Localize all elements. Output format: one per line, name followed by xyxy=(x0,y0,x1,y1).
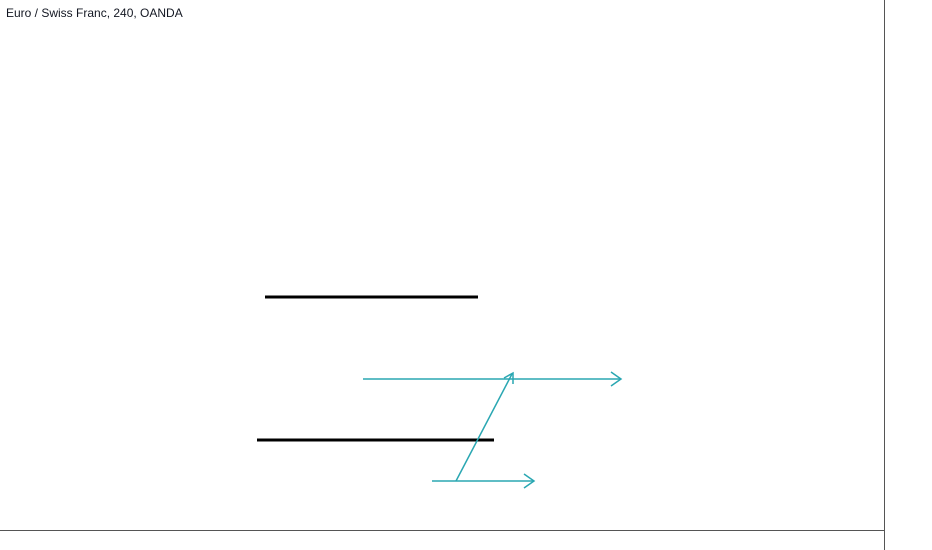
arrow-head xyxy=(523,473,536,489)
arrow-head xyxy=(610,371,623,387)
arrows xyxy=(363,371,623,489)
drawings xyxy=(257,295,494,442)
arrow xyxy=(455,373,513,482)
chart-title: Euro / Swiss Franc, 240, OANDA xyxy=(6,6,183,20)
price-axis xyxy=(884,0,932,550)
time-axis xyxy=(0,530,884,550)
arrow-head xyxy=(503,371,514,384)
